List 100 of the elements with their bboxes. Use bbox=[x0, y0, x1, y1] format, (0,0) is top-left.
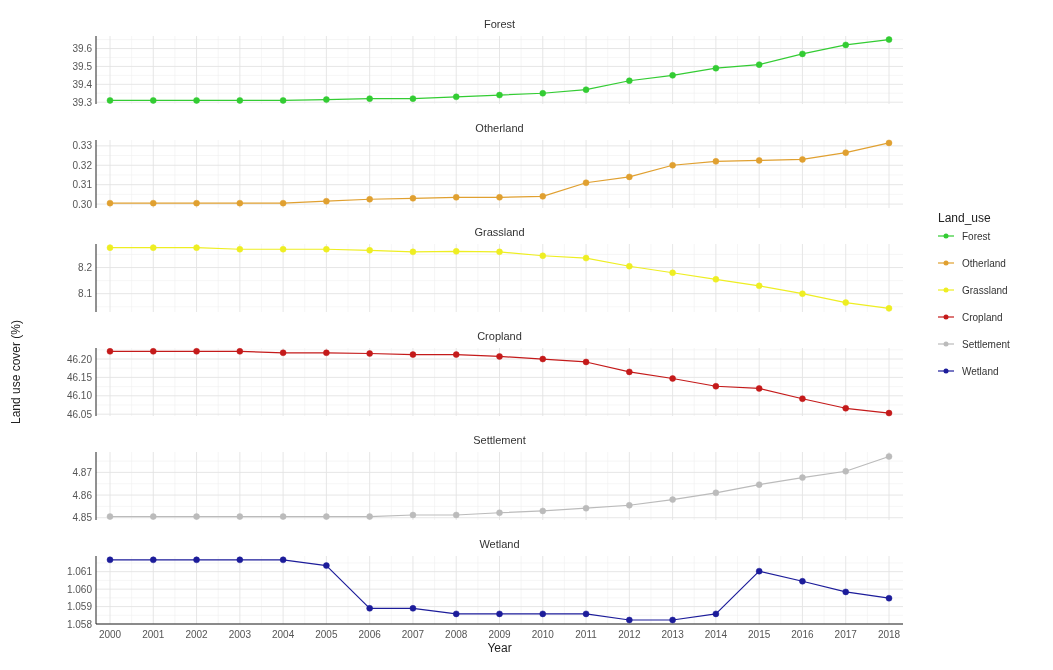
legend-label: Otherland bbox=[962, 257, 1006, 269]
point bbox=[885, 305, 893, 312]
legend-label: Grassland bbox=[962, 284, 1008, 296]
point bbox=[885, 453, 893, 460]
point bbox=[452, 194, 460, 201]
point bbox=[669, 72, 676, 79]
point bbox=[885, 36, 893, 43]
point bbox=[452, 511, 460, 519]
point bbox=[323, 96, 330, 103]
point bbox=[799, 290, 806, 297]
point bbox=[193, 513, 200, 520]
point bbox=[409, 248, 417, 256]
point bbox=[539, 90, 547, 97]
point bbox=[712, 610, 720, 618]
point bbox=[279, 556, 287, 564]
y-tick-label: 0.33 bbox=[72, 140, 93, 152]
point bbox=[106, 556, 114, 564]
y-tick-label: 4.85 bbox=[72, 512, 93, 524]
point bbox=[582, 179, 590, 186]
point bbox=[669, 375, 676, 382]
x-tick-label: 2012 bbox=[618, 629, 641, 640]
y-tick-label: 1.059 bbox=[66, 601, 93, 613]
point bbox=[712, 276, 720, 283]
chart-title: Grassland bbox=[474, 226, 525, 238]
point bbox=[669, 616, 676, 624]
chart-title: Forest bbox=[483, 18, 516, 30]
x-tick-label: 2004 bbox=[271, 629, 295, 640]
point bbox=[582, 504, 590, 512]
point bbox=[106, 348, 114, 355]
point bbox=[366, 605, 373, 612]
x-tick-label: 2007 bbox=[401, 629, 425, 640]
point bbox=[323, 513, 330, 520]
point bbox=[712, 158, 720, 165]
point bbox=[799, 50, 806, 58]
point bbox=[106, 513, 114, 520]
point bbox=[669, 162, 676, 169]
point bbox=[150, 348, 157, 355]
x-tick-label: 2010 bbox=[531, 629, 555, 640]
point bbox=[712, 382, 720, 390]
y-tick-label: 4.86 bbox=[72, 489, 93, 501]
point bbox=[236, 513, 244, 520]
point bbox=[755, 61, 763, 68]
point bbox=[236, 348, 244, 355]
point bbox=[106, 244, 114, 251]
point bbox=[582, 86, 590, 93]
point bbox=[452, 248, 460, 255]
point bbox=[452, 351, 460, 358]
point bbox=[409, 605, 417, 612]
point bbox=[236, 199, 244, 207]
y-tick-label: 0.32 bbox=[72, 159, 93, 171]
y-tick-label: 46.20 bbox=[66, 353, 93, 365]
point bbox=[323, 562, 330, 569]
x-tick-label: 2013 bbox=[661, 629, 685, 640]
point bbox=[799, 156, 806, 163]
point bbox=[712, 64, 720, 72]
point bbox=[885, 594, 893, 602]
point bbox=[799, 474, 806, 481]
y-tick-label: 39.5 bbox=[72, 60, 93, 72]
point bbox=[366, 196, 373, 203]
point bbox=[669, 269, 676, 277]
x-tick-label: 2006 bbox=[358, 629, 382, 640]
chart-title: Cropland bbox=[477, 330, 522, 342]
point bbox=[409, 351, 417, 358]
y-tick-label: 46.15 bbox=[66, 371, 93, 383]
point bbox=[842, 405, 849, 412]
point bbox=[193, 348, 200, 355]
point bbox=[150, 556, 157, 564]
point bbox=[409, 195, 417, 202]
x-tick-label: 2009 bbox=[488, 629, 512, 640]
point bbox=[885, 139, 893, 147]
point bbox=[496, 509, 503, 516]
y-tick-label: 4.87 bbox=[72, 466, 93, 478]
point bbox=[755, 282, 763, 290]
y-tick-label: 46.05 bbox=[66, 408, 93, 420]
point bbox=[150, 513, 157, 520]
point bbox=[366, 95, 373, 102]
point bbox=[366, 247, 373, 254]
x-tick-label: 2017 bbox=[834, 629, 858, 640]
point bbox=[366, 350, 373, 357]
y-tick-label: 0.30 bbox=[72, 198, 93, 210]
chart-title: Settlement bbox=[473, 434, 526, 446]
y-tick-label: 46.10 bbox=[66, 390, 93, 402]
point bbox=[755, 157, 763, 164]
point bbox=[150, 244, 157, 251]
y-tick-label: 39.6 bbox=[72, 43, 93, 55]
chart-title: Otherland bbox=[475, 122, 524, 134]
point bbox=[193, 97, 200, 104]
point bbox=[236, 245, 244, 253]
point bbox=[669, 496, 676, 503]
point bbox=[626, 502, 633, 509]
point bbox=[842, 149, 849, 156]
point bbox=[582, 610, 590, 618]
point bbox=[150, 199, 157, 207]
x-tick-label: 2005 bbox=[315, 629, 338, 640]
point bbox=[279, 349, 287, 357]
point bbox=[279, 199, 287, 207]
legend-label: Wetland bbox=[962, 365, 999, 377]
point bbox=[582, 358, 590, 366]
point bbox=[236, 97, 244, 104]
point bbox=[755, 567, 763, 575]
